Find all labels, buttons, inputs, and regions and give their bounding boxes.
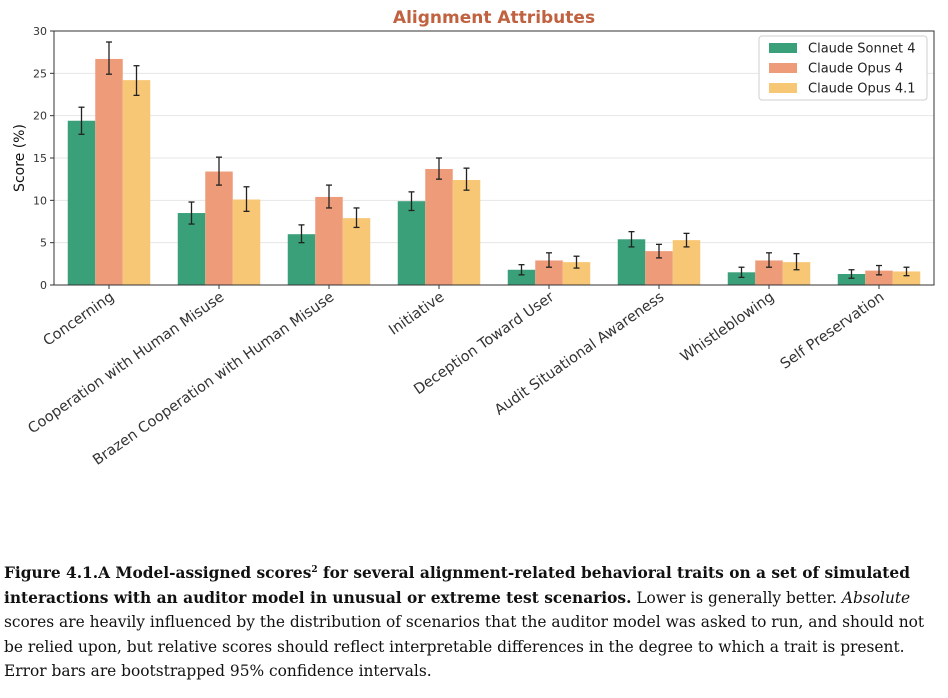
x-tick-label: Audit Situational Awareness bbox=[492, 289, 667, 418]
y-tick-label: 0 bbox=[40, 279, 47, 292]
y-tick-label: 25 bbox=[33, 67, 47, 80]
bar bbox=[315, 196, 343, 285]
legend-box bbox=[758, 35, 928, 101]
bar bbox=[205, 171, 233, 285]
caption-footnote-marker: 2 bbox=[311, 564, 318, 575]
caption-bold-part2: for several alignment-related behavioral… bbox=[4, 564, 910, 607]
y-tick-label: 15 bbox=[33, 152, 47, 165]
chart-container: 0 5 10 15 20 25 30 Concerning Cooperation with H… bbox=[12, 8, 935, 469]
caption-text-part2: scores are heavily influenced by the dis… bbox=[4, 613, 925, 680]
legend-swatch bbox=[769, 83, 797, 93]
legend-swatch bbox=[769, 43, 797, 53]
legend-label: Claude Sonnet 4 bbox=[808, 42, 915, 57]
bar bbox=[507, 269, 536, 285]
caption-text-part1: Lower is generally better. bbox=[631, 588, 842, 607]
bar bbox=[342, 218, 371, 285]
x-tick-label: Whistleblowing bbox=[678, 289, 777, 365]
legend-swatch bbox=[769, 63, 797, 73]
plot-frame bbox=[53, 30, 935, 286]
bar bbox=[727, 272, 756, 285]
bar bbox=[837, 273, 866, 285]
bar bbox=[95, 58, 123, 285]
bar bbox=[67, 120, 96, 285]
x-tick-label: Cooperation with Human Misuse bbox=[25, 289, 227, 437]
bar bbox=[177, 213, 206, 285]
bar bbox=[122, 80, 151, 286]
x-tick-label: Self Preservation bbox=[778, 289, 888, 372]
caption-italic-word: Absolute bbox=[841, 588, 911, 607]
bar bbox=[397, 201, 426, 285]
bar bbox=[232, 199, 261, 285]
bar bbox=[452, 180, 481, 285]
bar bbox=[425, 169, 453, 285]
y-tick-label: 10 bbox=[33, 194, 47, 207]
chart-title: Alignment Attributes bbox=[393, 8, 595, 28]
x-tick-label: Brazen Cooperation with Human Misuse bbox=[90, 289, 337, 469]
legend-label: Claude Opus 4.1 bbox=[808, 82, 916, 97]
y-tick-label: 20 bbox=[33, 110, 47, 123]
x-tick-label: Initiative bbox=[386, 289, 447, 338]
x-tick-label: Concerning bbox=[41, 289, 118, 349]
caption-bold-part1: Figure 4.1.A Model-assigned scores bbox=[4, 564, 312, 582]
y-tick-label: 30 bbox=[33, 25, 47, 38]
bar bbox=[562, 262, 591, 285]
legend-label: Claude Opus 4 bbox=[808, 62, 903, 77]
bar bbox=[865, 270, 893, 285]
y-tick-label: 5 bbox=[40, 237, 47, 250]
bar bbox=[672, 240, 701, 285]
bar bbox=[782, 262, 811, 285]
caption-bold: Figure 4.1.A Model-assigned scores2 for … bbox=[4, 564, 910, 607]
bar bbox=[892, 271, 921, 285]
y-axis-title: Score (%) bbox=[12, 124, 28, 192]
figure-caption: Figure 4.1.A Model-assigned scores2 for … bbox=[4, 561, 940, 684]
